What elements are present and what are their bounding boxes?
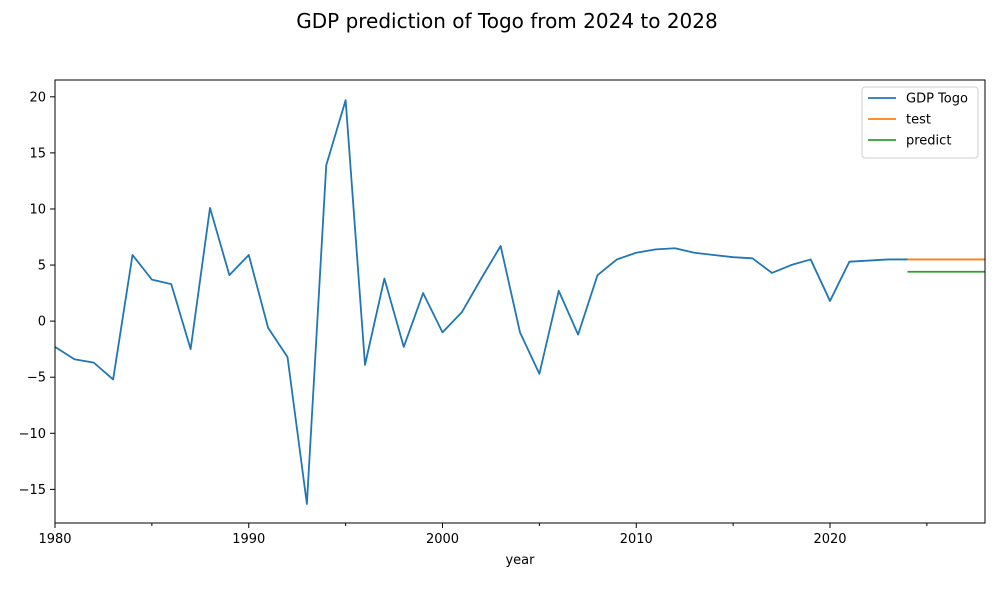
legend-label: GDP Togo xyxy=(906,92,968,107)
y-tick-label: 15 xyxy=(29,146,46,161)
x-axis-label: year xyxy=(505,553,535,568)
x-tick-label: 1980 xyxy=(38,532,71,547)
y-tick-label: 5 xyxy=(38,259,46,274)
y-tick-label: −10 xyxy=(19,427,46,442)
y-tick-label: 10 xyxy=(29,202,46,217)
x-tick-label: 2020 xyxy=(813,532,846,547)
x-tick-label: 2000 xyxy=(426,532,459,547)
x-tick-label: 2010 xyxy=(620,532,653,547)
plot-area xyxy=(54,99,985,505)
y-tick-label: 0 xyxy=(38,315,46,330)
plot-frame xyxy=(54,79,986,524)
x-tick-label: 1990 xyxy=(232,532,265,547)
y-tick-label: −15 xyxy=(19,483,46,498)
y-tick-label: 20 xyxy=(29,90,46,105)
legend: GDP Togo test predict xyxy=(861,86,979,159)
chart-title: GDP prediction of Togo from 2024 to 2028 xyxy=(296,9,717,33)
series-line-gdp-togo xyxy=(54,99,908,505)
legend-label: predict xyxy=(906,134,951,149)
axes: 1980 1990 2000 2010 2020 −15 −10 −5 0 5 10 15 20 xyxy=(19,90,928,547)
y-tick-label: −5 xyxy=(27,371,46,386)
legend-label: test xyxy=(906,113,931,128)
